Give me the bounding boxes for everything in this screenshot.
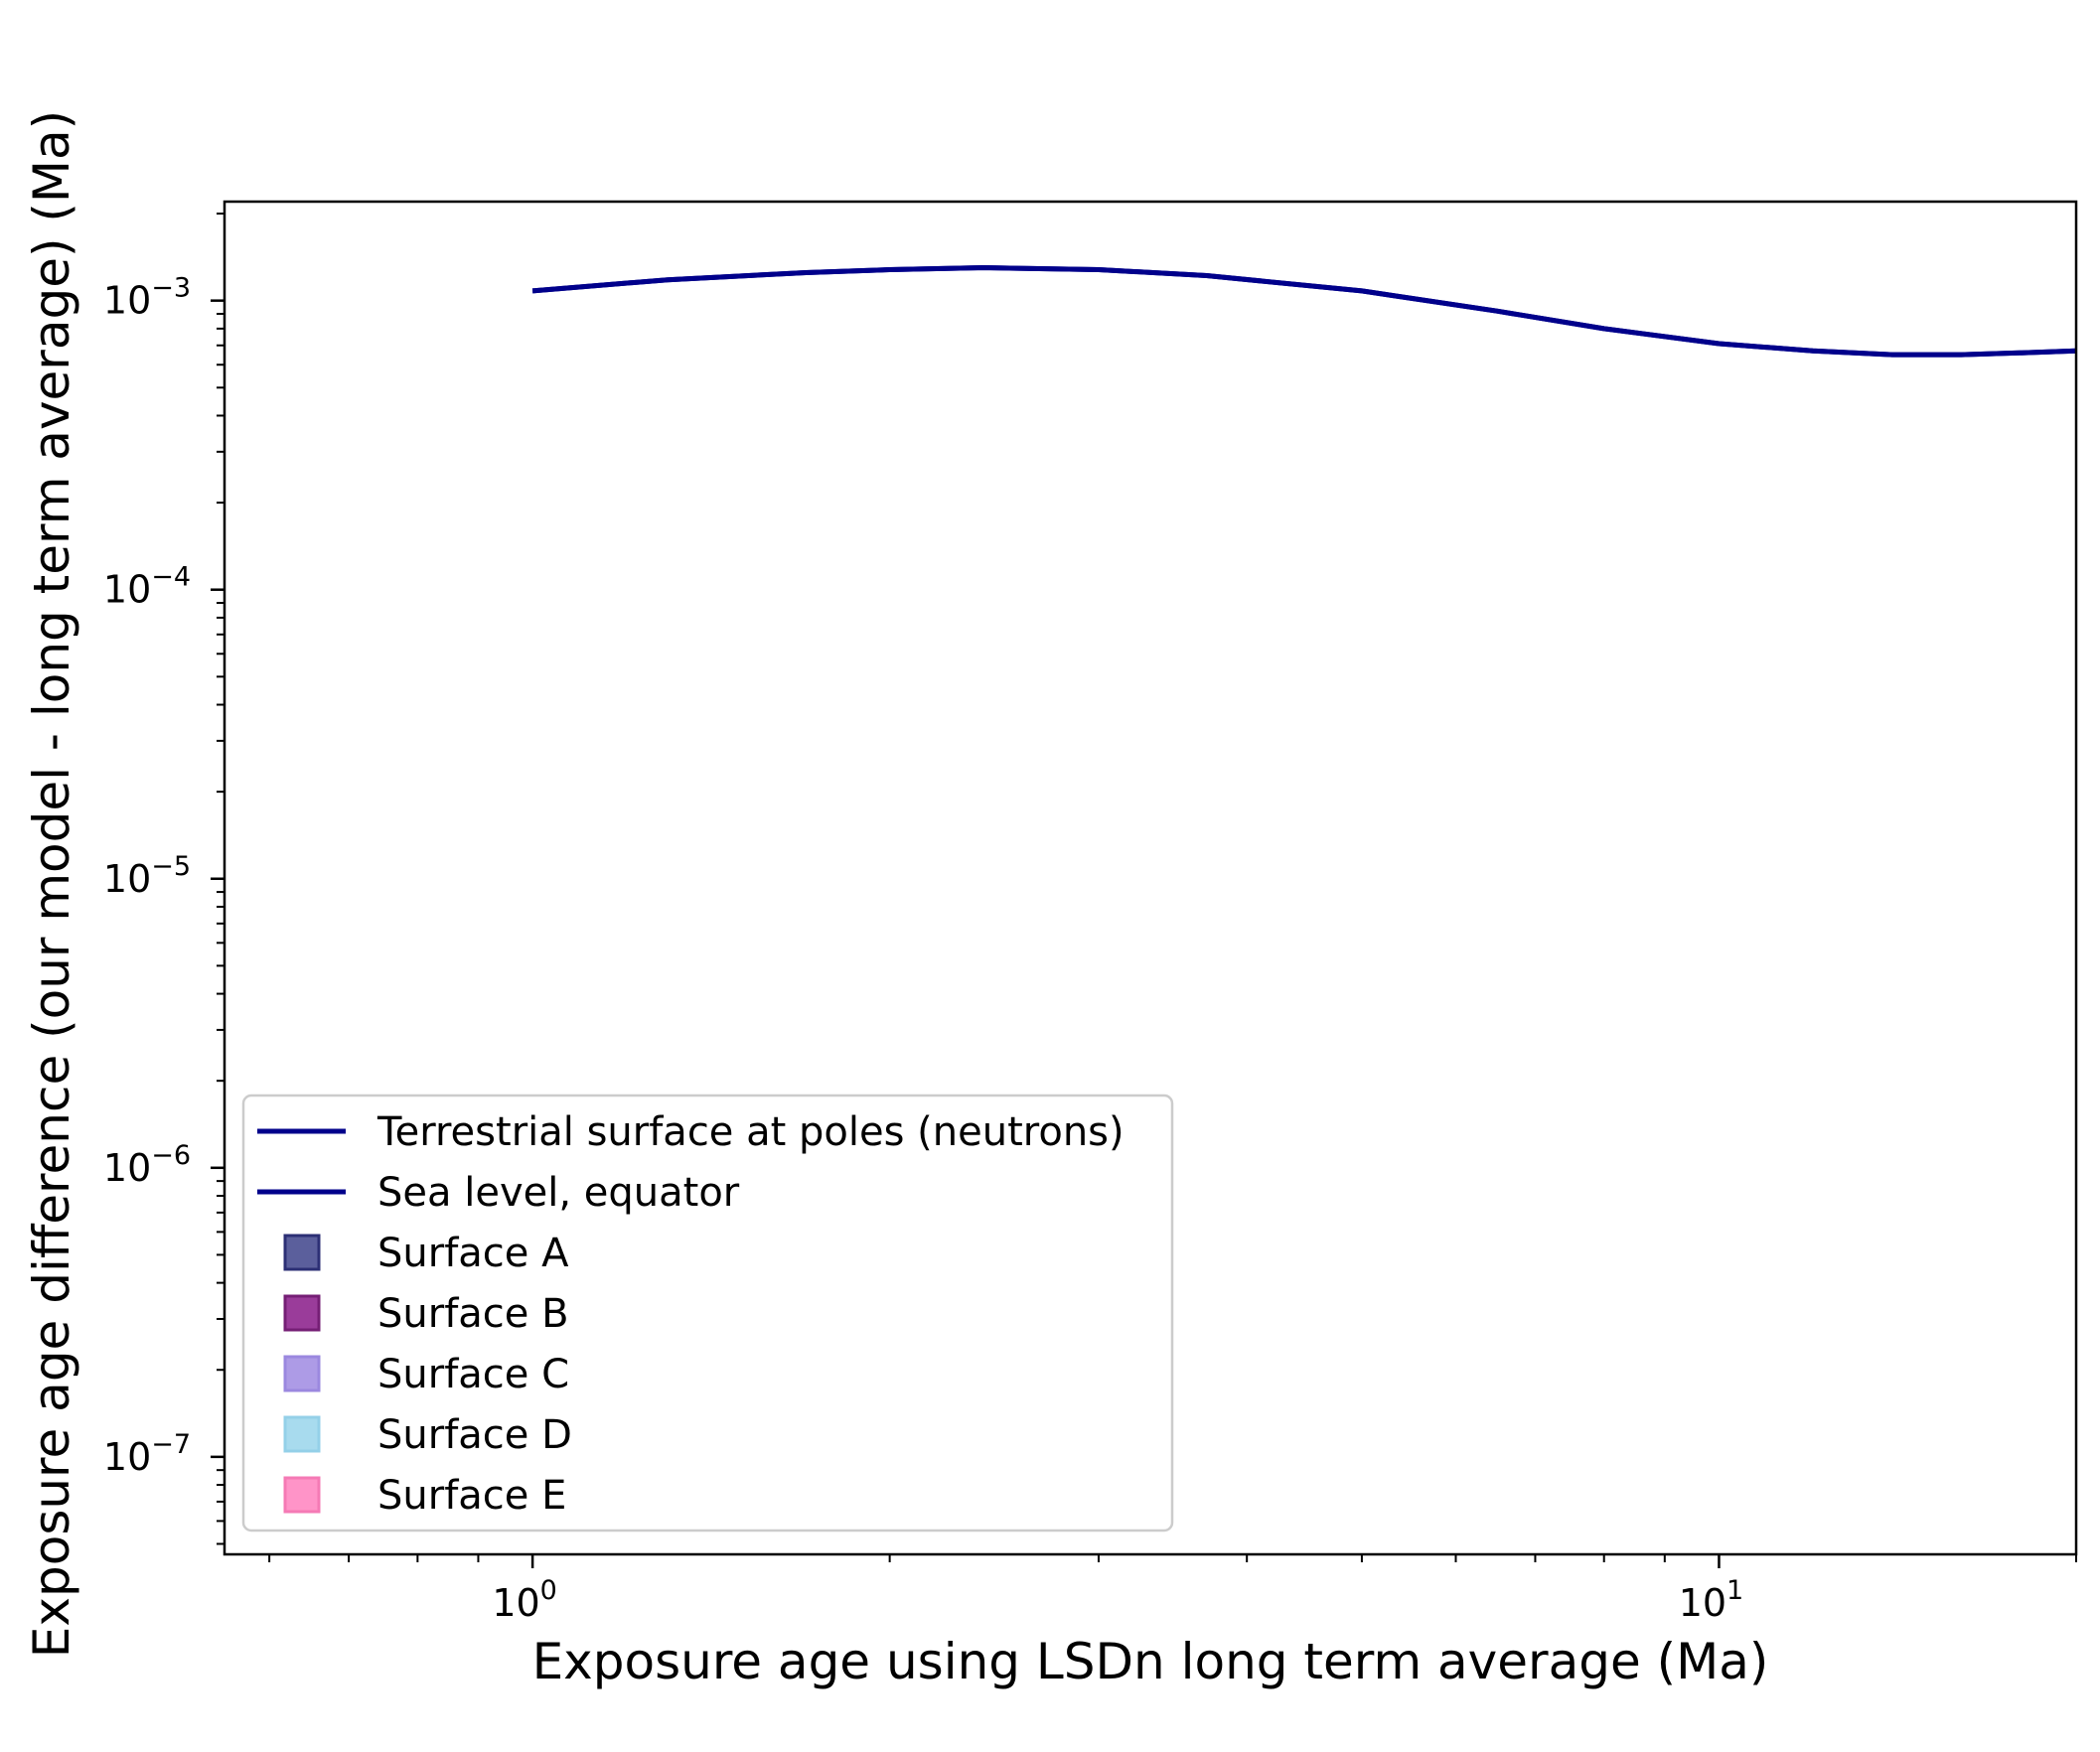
x-tick-label: 101 — [1679, 1575, 1744, 1625]
legend-label: Surface D — [377, 1412, 572, 1458]
legend-patch-swatch — [283, 1355, 321, 1392]
x-axis-ticks: 100 101 — [268, 1554, 2077, 1625]
legend-patch-swatch — [283, 1415, 321, 1453]
y-axis-label: Exposure age difference (our model - lon… — [23, 110, 80, 1658]
y-tick-label: 10−4 — [103, 562, 191, 612]
legend-label: Surface E — [377, 1473, 566, 1519]
y-axis-ticks: 10−3 10−4 10−5 10−6 10−7 — [103, 213, 225, 1545]
x-axis-label: Exposure age using LSDn long term averag… — [532, 1633, 1769, 1690]
y-tick-label: 10−7 — [103, 1429, 191, 1479]
legend-label: Surface B — [377, 1291, 569, 1337]
legend-item: Sea level, equator — [257, 1170, 740, 1216]
plot-area — [531, 265, 2077, 358]
legend-label: Sea level, equator — [377, 1170, 740, 1216]
legend-box — [241, 1094, 1174, 1533]
legend-patch-swatch — [283, 1476, 321, 1514]
legend-item: Terrestrial surface at poles (neutrons) — [257, 1109, 1125, 1155]
legend-label: Surface C — [377, 1352, 569, 1397]
legend-patch-swatch — [283, 1234, 321, 1271]
legend-patch-swatch — [283, 1294, 321, 1332]
legend-label: Terrestrial surface at poles (neutrons) — [376, 1109, 1125, 1155]
legend-item: Surface A — [283, 1231, 569, 1276]
legend: Terrestrial surface at poles (neutrons) S… — [241, 1094, 1174, 1533]
legend-item: Surface B — [283, 1291, 569, 1337]
series-line-2 — [531, 265, 2077, 358]
legend-item: Surface E — [283, 1473, 566, 1519]
legend-item: Surface D — [283, 1412, 572, 1458]
y-tick-label: 10−6 — [103, 1140, 191, 1190]
legend-item: Surface C — [283, 1352, 569, 1397]
x-tick-label: 100 — [492, 1575, 557, 1625]
y-tick-label: 10−3 — [103, 273, 191, 323]
y-tick-label: 10−5 — [103, 851, 191, 901]
legend-label: Surface A — [377, 1231, 569, 1276]
